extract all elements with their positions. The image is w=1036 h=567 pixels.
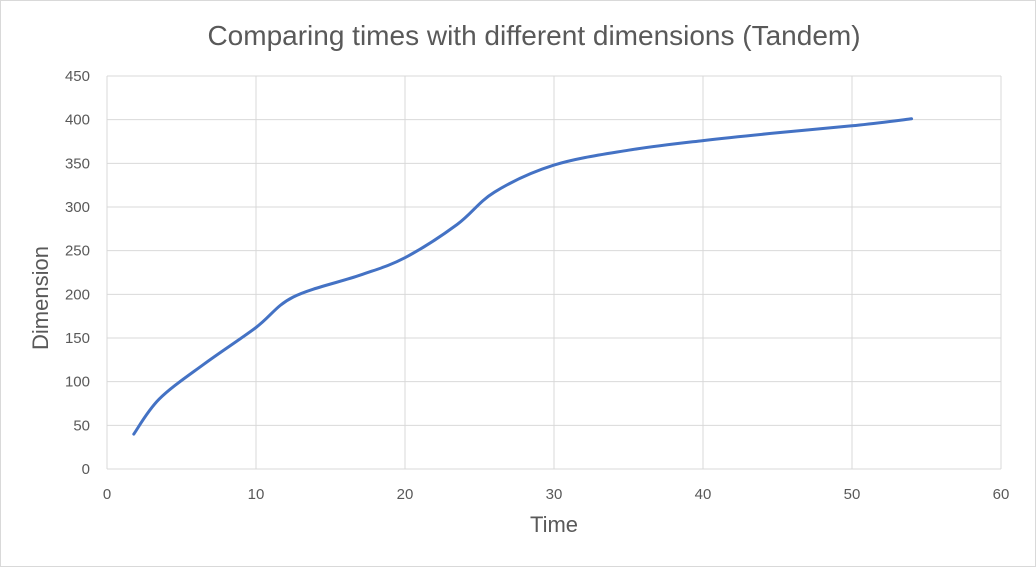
x-tick-label: 0 xyxy=(103,486,111,503)
tick-labels: 0 50 100 150 200 250 300 350 400 450 0 10 20 30 40 50 60 xyxy=(65,68,1009,503)
x-tick-label: 20 xyxy=(397,486,414,503)
x-tick-label: 60 xyxy=(993,486,1010,503)
chart-title: Comparing times with different dimension… xyxy=(207,20,860,51)
y-tick-label: 200 xyxy=(65,286,90,303)
y-tick-label: 150 xyxy=(65,330,90,347)
y-tick-label: 400 xyxy=(65,112,90,129)
y-tick-label: 100 xyxy=(65,374,90,391)
x-axis-label: Time xyxy=(530,512,578,537)
x-tick-label: 10 xyxy=(248,486,265,503)
y-axis-label: Dimension xyxy=(28,246,53,350)
x-tick-label: 50 xyxy=(844,486,861,503)
series-line xyxy=(132,117,914,436)
y-tick-label: 300 xyxy=(65,199,90,216)
gridlines xyxy=(106,75,1002,470)
y-tick-label: 250 xyxy=(65,243,90,260)
y-tick-label: 350 xyxy=(65,155,90,172)
y-tick-label: 50 xyxy=(73,417,90,434)
y-tick-label: 0 xyxy=(82,461,90,478)
x-tick-label: 40 xyxy=(695,486,712,503)
x-tick-label: 30 xyxy=(546,486,563,503)
series-layer xyxy=(132,117,914,436)
y-tick-label: 450 xyxy=(65,68,90,85)
